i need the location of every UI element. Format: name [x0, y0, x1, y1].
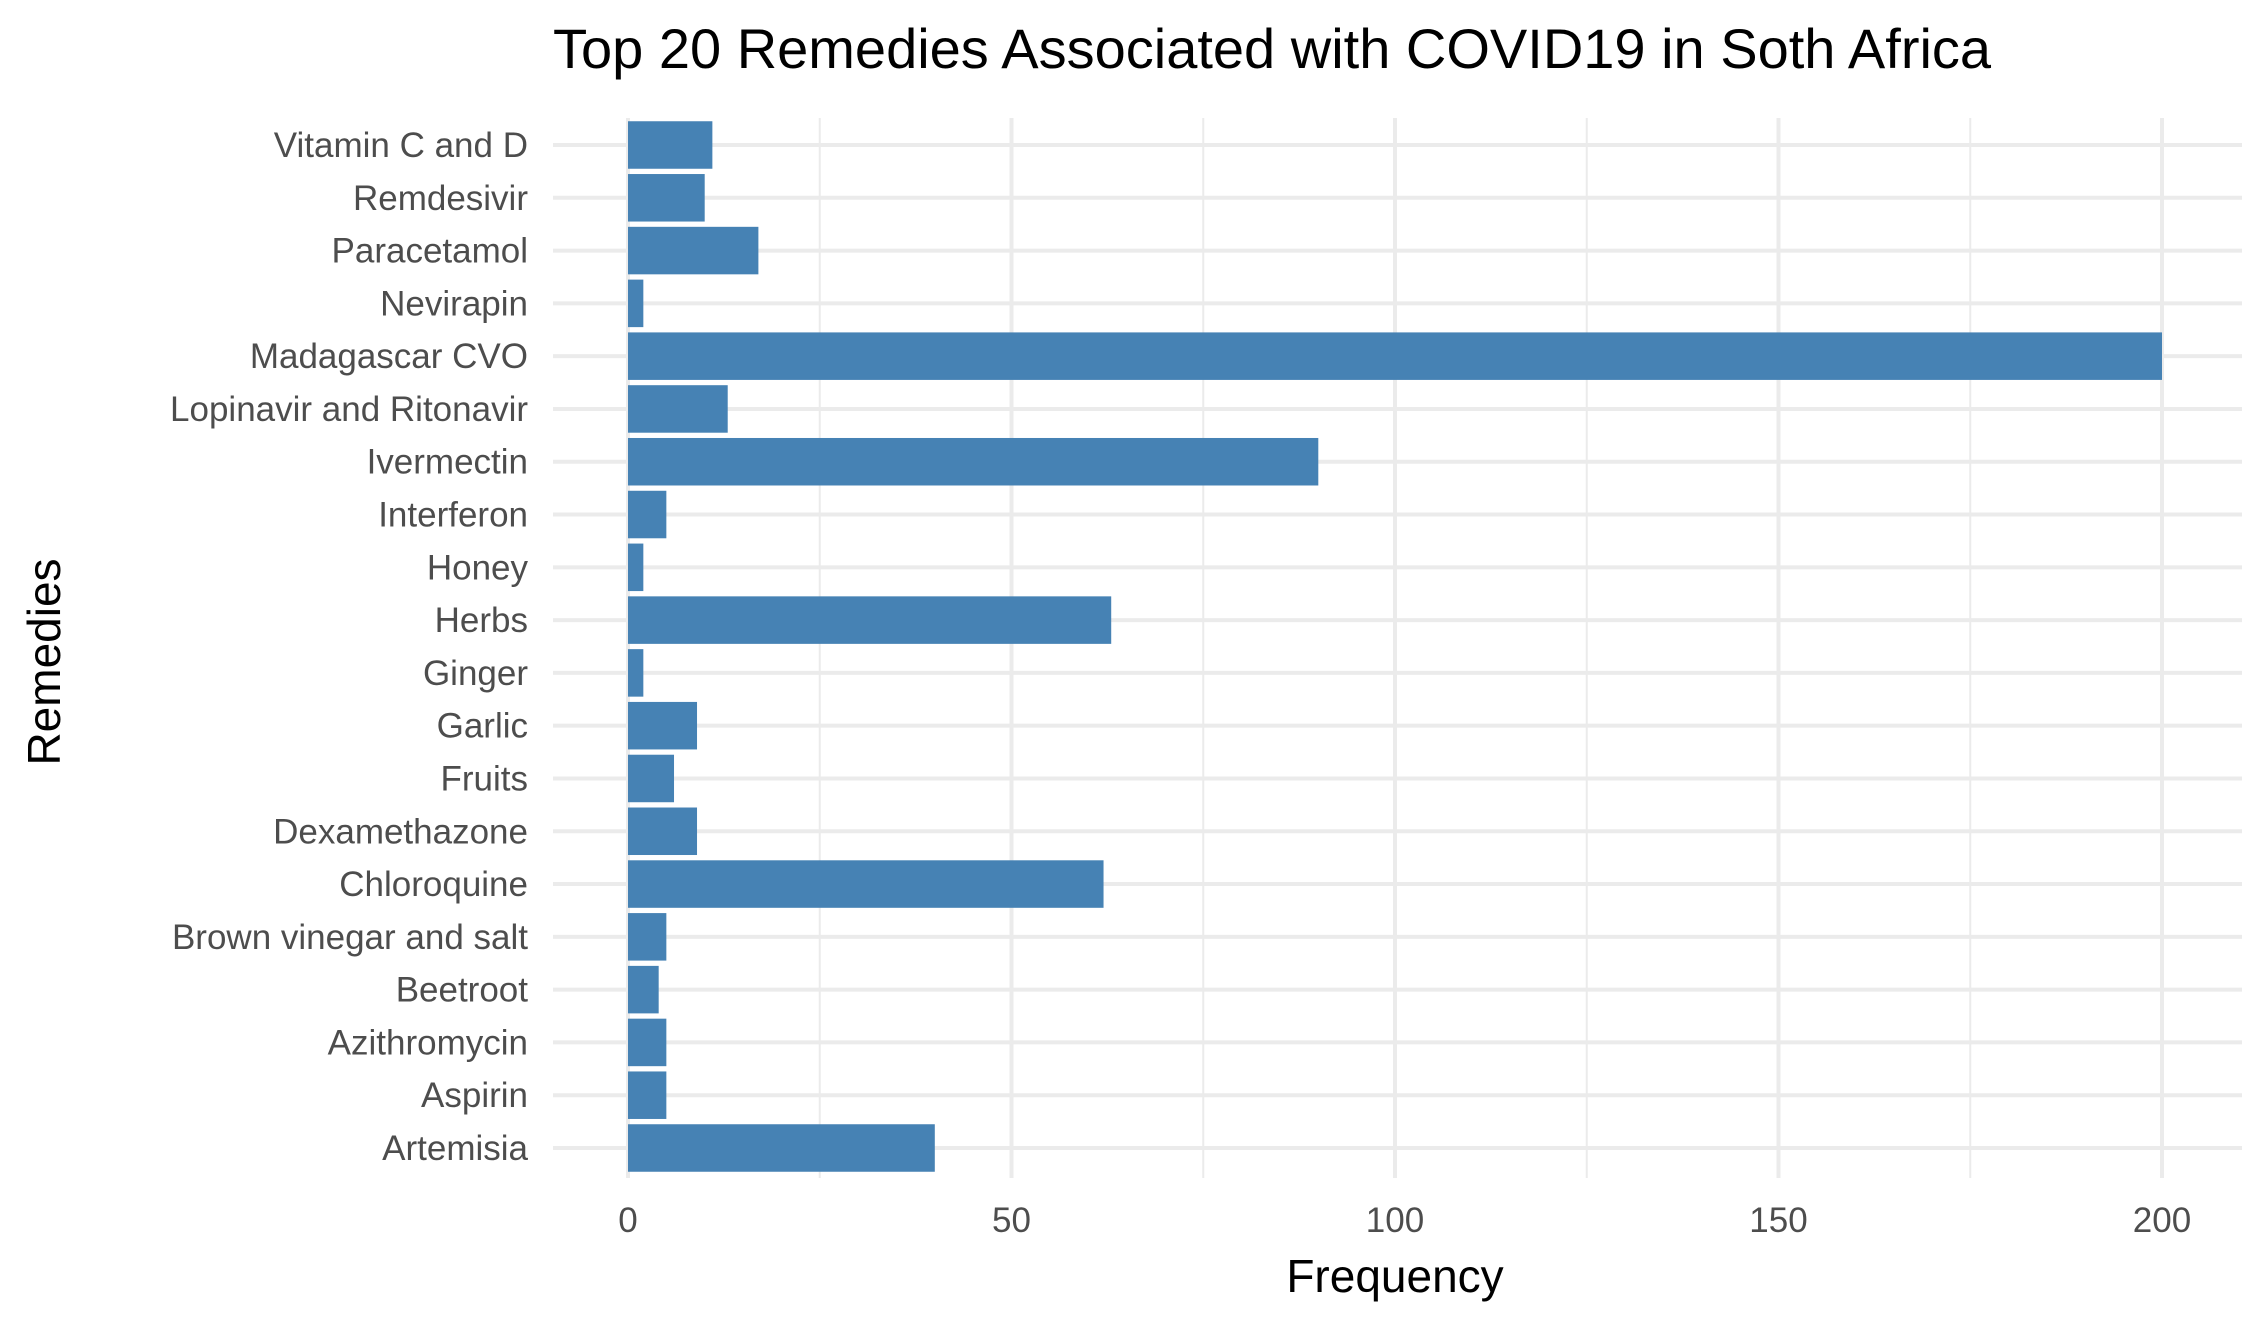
y-tick-label: Artemisia	[382, 1129, 528, 1168]
y-tick-label: Honey	[427, 548, 529, 587]
y-tick-label: Lopinavir and Ritonavir	[170, 390, 528, 429]
bar-paracetamol	[628, 226, 759, 275]
y-tick-label: Nevirapin	[380, 284, 528, 323]
bar-garlic	[628, 701, 698, 750]
x-tick-labels: 0 50 100 150 200	[618, 1201, 2191, 1240]
y-tick-label: Beetroot	[396, 971, 529, 1010]
y-tick-label: Garlic	[437, 707, 528, 746]
bar-honey	[628, 543, 644, 592]
bar-madagascar-cvo	[628, 332, 2162, 380]
bar-ivermectin	[628, 437, 1319, 486]
bar-lopinavir-and-ritonavir	[628, 385, 728, 433]
x-tick-label: 0	[618, 1201, 637, 1240]
bar-chloroquine	[628, 860, 1104, 908]
y-tick-label: Azithromycin	[328, 1023, 528, 1062]
y-tick-label: Brown vinegar and salt	[172, 918, 528, 957]
y-tick-label: Ivermectin	[367, 443, 528, 482]
bar-dexamethazone	[628, 807, 698, 856]
bar-interferon	[628, 490, 667, 539]
bar-herbs	[628, 596, 1112, 644]
y-tick-label: Herbs	[435, 601, 528, 640]
y-tick-label: Aspirin	[421, 1076, 528, 1115]
y-tick-labels: Artemisia Aspirin Azithromycin Beetroot Brow…	[170, 126, 529, 1168]
y-tick-label: Paracetamol	[332, 232, 528, 271]
bar-beetroot	[628, 965, 659, 1014]
y-tick-label: Madagascar CVO	[250, 337, 528, 376]
x-tick-label: 50	[992, 1201, 1031, 1240]
y-tick-label: Fruits	[441, 759, 529, 798]
y-tick-label: Interferon	[378, 496, 528, 535]
y-tick-label: Vitamin C and D	[274, 126, 528, 165]
chart-title: Top 20 Remedies Associated with COVID19 …	[553, 17, 1992, 80]
bar-azithromycin	[628, 1018, 667, 1067]
y-tick-label: Dexamethazone	[273, 812, 528, 851]
bar-layer	[628, 121, 2162, 1172]
bar-aspirin	[628, 1071, 667, 1119]
bar-ginger	[628, 649, 644, 697]
bar-fruits	[628, 754, 675, 803]
y-tick-label: Remdesivir	[353, 179, 528, 218]
x-tick-label: 100	[1366, 1201, 1424, 1240]
bar-vitamin-c-and-d	[628, 121, 713, 169]
x-axis-title: Frequency	[1286, 1250, 1503, 1302]
grid-layer	[553, 118, 2242, 1178]
bar-nevirapin	[628, 279, 644, 328]
y-axis-title: Remedies	[18, 558, 70, 765]
x-tick-label: 150	[1749, 1201, 1807, 1240]
bar-brown-vinegar-and-salt	[628, 913, 667, 961]
bar-artemisia	[628, 1124, 935, 1172]
bar-remdesivir	[628, 174, 705, 222]
y-tick-label: Chloroquine	[339, 865, 528, 904]
y-tick-label: Ginger	[423, 654, 528, 693]
x-tick-label: 200	[2133, 1201, 2191, 1240]
